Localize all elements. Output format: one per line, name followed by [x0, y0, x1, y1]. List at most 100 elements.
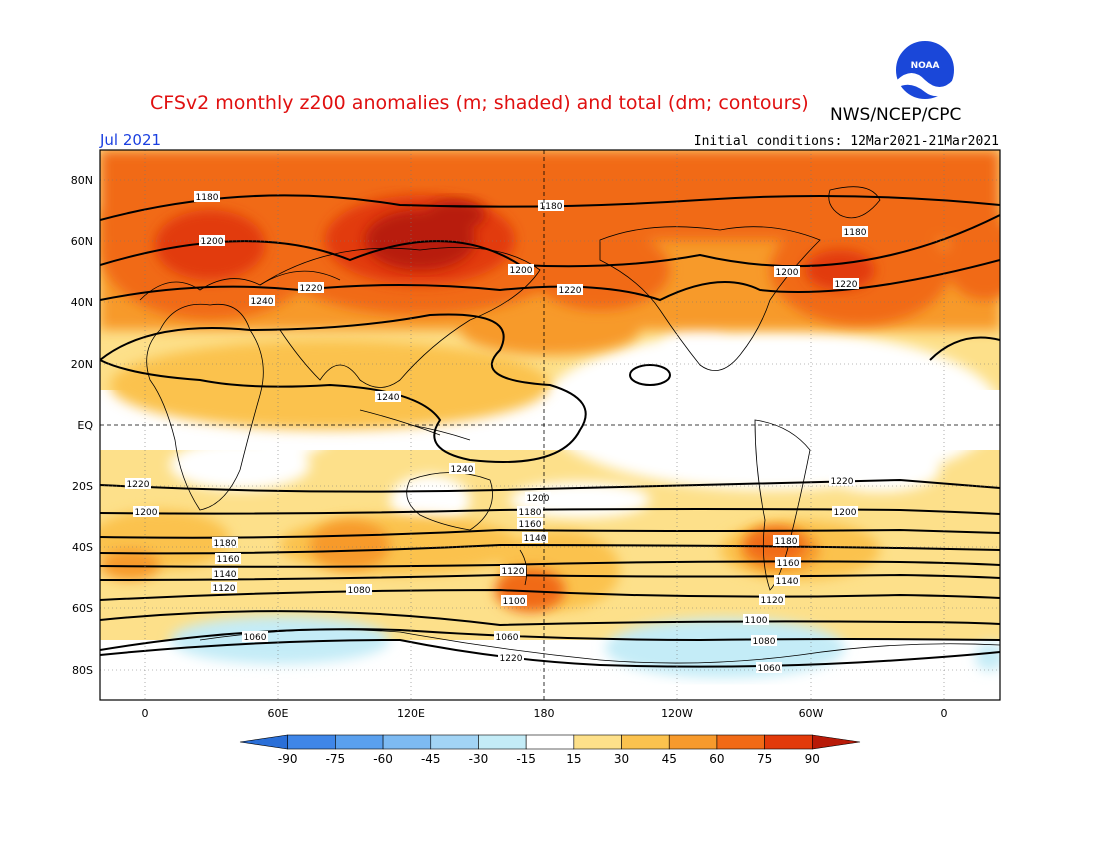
svg-text:1240: 1240: [451, 465, 474, 475]
svg-text:1080: 1080: [348, 586, 371, 596]
svg-text:1180: 1180: [540, 202, 563, 212]
contour-label: 1220: [298, 282, 324, 294]
colorbar-label: 75: [757, 752, 772, 766]
colorbar-swatch: [764, 734, 813, 750]
contour-label: 1160: [215, 553, 241, 565]
contour-label: 1220: [833, 278, 859, 290]
svg-text:1200: 1200: [834, 508, 857, 518]
colorbar-swatch: [287, 734, 336, 750]
map-frame: [99, 149, 1001, 701]
contour-label: 1060: [756, 662, 782, 674]
contour-label: 1180: [212, 537, 238, 549]
svg-text:1220: 1220: [831, 477, 854, 487]
lon-tick: 120W: [661, 707, 693, 720]
contour-label: 1240: [449, 463, 475, 475]
contour-label: 1200: [133, 506, 159, 518]
lon-tick: 180: [534, 707, 555, 720]
colorbar-swatch: [239, 734, 288, 750]
colorbar-label: 45: [662, 752, 677, 766]
colorbar-label: 90: [805, 752, 820, 766]
lat-tick: 40N: [71, 296, 93, 309]
contour-label: 1220: [125, 478, 151, 490]
svg-text:1140: 1140: [524, 534, 547, 544]
initial-conditions-label: Initial conditions: 12Mar2021-21Mar2021: [694, 134, 999, 149]
contour-label: 1140: [522, 532, 548, 544]
contour-label: 1160: [517, 518, 543, 530]
colorbar-label: -75: [326, 752, 346, 766]
svg-text:1060: 1060: [244, 633, 267, 643]
svg-text:1220: 1220: [127, 480, 150, 490]
svg-text:1100: 1100: [503, 597, 526, 607]
svg-text:1120: 1120: [761, 596, 784, 606]
lon-tick: 60W: [799, 707, 824, 720]
svg-text:1100: 1100: [745, 616, 768, 626]
map-panel: 1180 1200 1240 1220 1180 1200 1220 1180 1200 1220…: [99, 149, 1001, 701]
lon-tick: 60E: [268, 707, 289, 720]
contour-label: 1240: [249, 295, 275, 307]
lat-tick: 80N: [71, 174, 93, 187]
organization-label: NWS/NCEP/CPC: [830, 105, 961, 125]
contour-label: 1140: [774, 575, 800, 587]
chart-title: CFSv2 monthly z200 anomalies (m; shaded)…: [150, 92, 809, 114]
svg-text:1200: 1200: [776, 268, 799, 278]
svg-text:1180: 1180: [844, 228, 867, 238]
contour-label: 1180: [773, 535, 799, 547]
svg-text:1180: 1180: [775, 537, 798, 547]
svg-text:1160: 1160: [217, 555, 240, 565]
svg-text:1060: 1060: [758, 664, 781, 674]
lat-tick: 40S: [72, 541, 93, 554]
svg-text:1220: 1220: [300, 284, 323, 294]
svg-text:1220: 1220: [835, 280, 858, 290]
svg-text:1240: 1240: [251, 297, 274, 307]
svg-text:1120: 1120: [213, 584, 236, 594]
colorbar-label: 60: [709, 752, 724, 766]
contour-label: 1220: [557, 284, 583, 296]
contour-label: 1180: [842, 226, 868, 238]
svg-text:1200: 1200: [201, 237, 224, 247]
colorbar-swatch: [335, 734, 384, 750]
contour-label: 1240: [375, 391, 401, 403]
colorbar: -90 -75 -60 -45 -30 -15 15 30 45 60 75 90: [239, 734, 861, 766]
svg-text:1180: 1180: [214, 539, 237, 549]
contour-label: 1180: [194, 191, 220, 203]
contour-label: 1140: [212, 568, 238, 580]
colorbar-label: -60: [373, 752, 393, 766]
svg-text:1200: 1200: [135, 508, 158, 518]
svg-text:1060: 1060: [496, 633, 519, 643]
svg-text:1080: 1080: [753, 637, 776, 647]
contour-label: 1080: [751, 635, 777, 647]
colorbar-swatch: [621, 734, 670, 750]
lon-tick: 0: [941, 707, 948, 720]
lat-tick: 20N: [71, 358, 93, 371]
colorbar-label: -90: [278, 752, 298, 766]
lat-tick: 60N: [71, 235, 93, 248]
lat-tick: 60S: [72, 602, 93, 615]
colorbar-label: 15: [566, 752, 581, 766]
colorbar-swatch: [573, 734, 622, 750]
contour-label: 1220: [498, 652, 524, 664]
colorbar-label: -45: [421, 752, 441, 766]
logo-text: NOAA: [911, 61, 940, 71]
svg-text:1120: 1120: [502, 567, 525, 577]
colorbar-label: 30: [614, 752, 629, 766]
colorbar-swatch: [716, 734, 765, 750]
colorbar-label: -30: [469, 752, 489, 766]
contour-label: 1180: [538, 200, 564, 212]
svg-text:1140: 1140: [214, 570, 237, 580]
colorbar-swatch: [478, 734, 527, 750]
colorbar-swatch: [382, 734, 432, 750]
reference-lines: [100, 150, 1000, 700]
month-label: Jul 2021: [99, 131, 161, 149]
contour-label: 1200: [199, 235, 225, 247]
contour-label: 1060: [494, 631, 520, 643]
svg-text:1220: 1220: [500, 654, 523, 664]
colorbar-label: -15: [516, 752, 536, 766]
svg-text:1180: 1180: [196, 193, 219, 203]
contour-label: 1080: [346, 584, 372, 596]
lon-tick: 120E: [397, 707, 425, 720]
contour-label: 1200: [832, 506, 858, 518]
contour-label: 1220: [829, 475, 855, 487]
contour-label: 1100: [743, 614, 769, 626]
contour-label: 1120: [500, 565, 526, 577]
